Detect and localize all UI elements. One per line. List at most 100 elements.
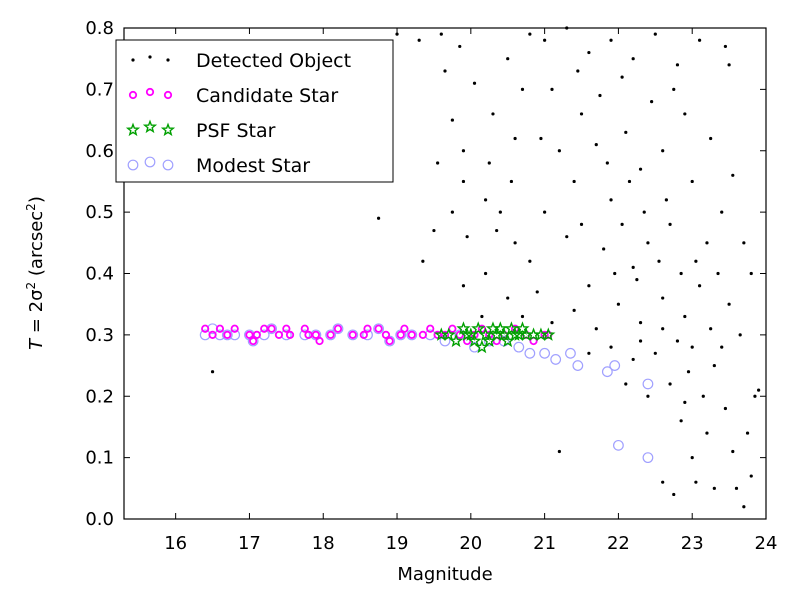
detected-object-point xyxy=(587,50,591,55)
detected-object-point xyxy=(712,363,716,368)
detected-object-point xyxy=(683,400,687,404)
y-tick-label: 0.5 xyxy=(85,202,114,223)
modest-star-point xyxy=(406,329,418,341)
legend-marker-candidate-star xyxy=(163,90,173,100)
detected-object-point xyxy=(506,57,510,61)
y-axis-label-main: T xyxy=(26,337,47,350)
detected-object-point xyxy=(734,486,739,490)
detected-object-point xyxy=(638,167,643,171)
modest-star-point xyxy=(642,378,654,390)
candidate-star-point xyxy=(359,330,368,339)
legend-label-detected-object: Detected Object xyxy=(196,50,351,72)
detected-object-point xyxy=(694,480,698,484)
candidate-star-point xyxy=(381,330,391,339)
y-axis-label-rest: = 2σ xyxy=(26,289,47,338)
candidate-star-point xyxy=(252,330,261,339)
candidate-star-point xyxy=(201,324,210,333)
psf-star-point xyxy=(474,339,490,354)
series-psf-star xyxy=(434,321,556,354)
detected-object-point xyxy=(675,339,680,343)
y-axis-label-sup: 2 xyxy=(24,282,38,290)
candidate-star-point xyxy=(300,324,309,333)
modest-star-point xyxy=(550,354,562,365)
detected-object-point xyxy=(443,69,447,73)
detected-object-point xyxy=(653,351,657,355)
detected-object-point xyxy=(731,173,735,177)
modest-star-point xyxy=(572,360,584,371)
y-tick-label: 0.7 xyxy=(85,79,114,100)
detected-object-point xyxy=(450,210,454,214)
detected-object-point xyxy=(745,431,750,435)
detected-object-point xyxy=(461,179,466,184)
detected-object-point xyxy=(376,216,381,220)
detected-object-point xyxy=(709,136,713,141)
candidate-star-point xyxy=(426,324,435,333)
y-tick-label: 0.1 xyxy=(85,448,114,469)
detected-object-point xyxy=(458,44,462,49)
detected-object-point xyxy=(646,394,650,398)
detected-object-point xyxy=(727,63,731,67)
detected-object-point xyxy=(683,112,687,116)
detected-object-point xyxy=(668,382,672,386)
legend-marker-detected-object xyxy=(166,58,170,62)
legend-label-modest-star: Modest Star xyxy=(196,155,310,177)
candidate-star-point xyxy=(385,336,394,346)
modest-star-point xyxy=(221,329,233,341)
detected-object-point xyxy=(624,130,628,134)
detected-object-point xyxy=(461,284,466,288)
detected-object-point xyxy=(565,235,569,239)
detected-object-point xyxy=(450,118,454,122)
candidate-star-point xyxy=(274,330,284,339)
legend-marker-modest-star xyxy=(144,156,156,168)
detected-object-point xyxy=(720,345,724,349)
legend-marker-psf-star xyxy=(160,122,176,137)
detected-object-point xyxy=(579,222,584,226)
detected-object-point xyxy=(520,314,525,319)
detected-object-point xyxy=(638,321,643,325)
candidate-star-point xyxy=(440,330,450,339)
modest-star-point xyxy=(439,335,451,347)
candidate-star-point xyxy=(282,324,291,333)
modest-star-point xyxy=(609,360,621,371)
legend-markers xyxy=(125,55,176,171)
psf-star-point xyxy=(504,321,519,335)
detected-object-point xyxy=(675,63,680,67)
detected-object-point xyxy=(716,271,720,276)
detected-object-point xyxy=(543,210,547,214)
x-axis-label: Magnitude xyxy=(397,564,492,585)
candidate-star-point xyxy=(285,330,295,339)
detected-object-point xyxy=(572,179,576,184)
y-tick-label: 0.6 xyxy=(85,141,114,162)
detected-object-point xyxy=(697,38,702,42)
candidate-star-point xyxy=(245,330,254,339)
detected-object-point xyxy=(513,241,517,245)
detected-object-point xyxy=(697,284,702,288)
legend-marker-detected-object xyxy=(131,58,135,62)
legend-marker-modest-star xyxy=(127,159,139,171)
psf-star-point xyxy=(471,321,486,335)
psf-star-point xyxy=(456,321,471,335)
modest-star-point xyxy=(347,329,359,341)
detected-object-point xyxy=(690,179,694,184)
candidate-star-point xyxy=(311,330,320,339)
x-tick-label: 21 xyxy=(533,533,556,554)
detected-object-point xyxy=(432,228,436,233)
detected-object-point xyxy=(495,228,499,233)
detected-object-point xyxy=(483,271,488,276)
y-axis-label-unit: (arcsec xyxy=(26,211,47,282)
detected-object-point xyxy=(723,406,728,411)
modest-star-point xyxy=(613,439,624,451)
series-detected-object xyxy=(210,26,761,509)
y-tick-label: 0.3 xyxy=(85,325,114,346)
legend-marker-psf-star xyxy=(125,122,141,137)
x-tick-label: 22 xyxy=(607,533,630,554)
detected-object-point xyxy=(723,44,728,49)
y-tick-label: 0.0 xyxy=(85,509,114,530)
candidate-star-point xyxy=(448,324,457,333)
legend-box xyxy=(115,39,394,183)
y-axis-label-close: ) xyxy=(26,196,47,203)
x-tick-label: 23 xyxy=(681,533,704,554)
detected-object-point xyxy=(543,38,547,42)
detected-object-point xyxy=(509,179,514,184)
legend-marker-candidate-star xyxy=(128,90,138,100)
